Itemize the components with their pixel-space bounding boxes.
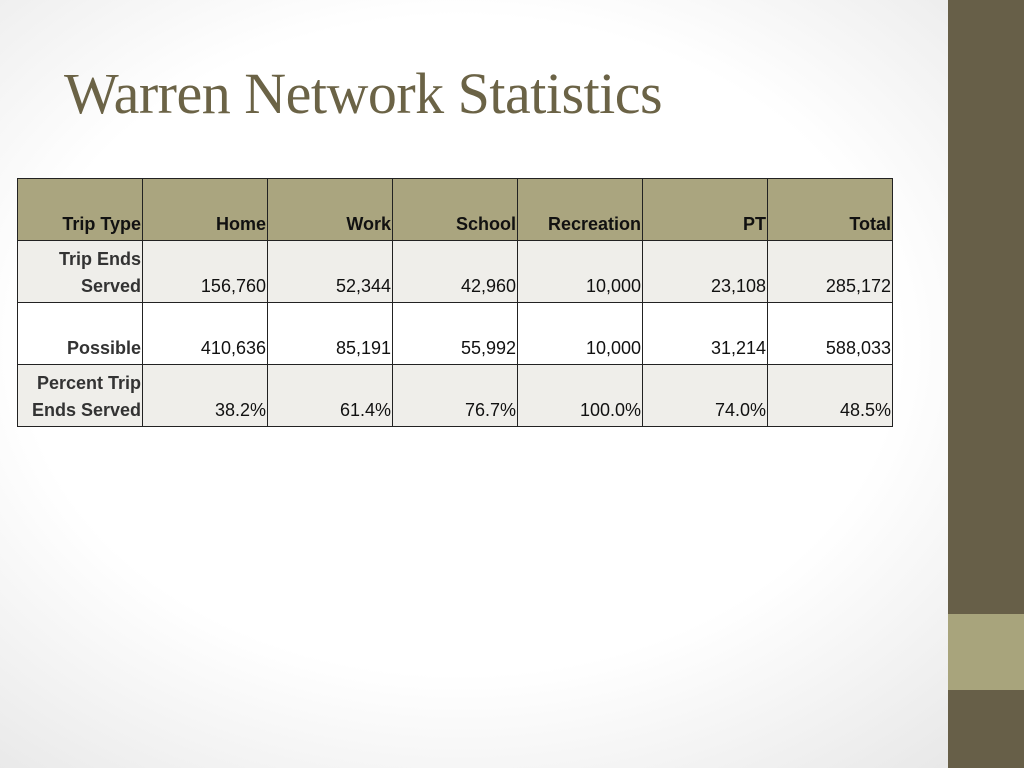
- side-accent: [948, 614, 1024, 690]
- table-cell: 23,108: [642, 240, 768, 303]
- table-cell: 410,636: [142, 302, 268, 365]
- header-cell: Recreation: [517, 178, 643, 241]
- table-row: Percent Trip Ends Served 38.2% 61.4% 76.7% 1…: [17, 364, 893, 427]
- header-row: Trip Type Home Work School Recreation PT Total: [17, 178, 893, 241]
- header-cell: Trip Type: [17, 178, 143, 241]
- header-cell: Total: [767, 178, 893, 241]
- table-cell: 61.4%: [267, 364, 393, 427]
- table-row: Trip Ends Served 156,760 52,344 42,960 10,00…: [17, 240, 893, 303]
- header-cell: School: [392, 178, 518, 241]
- table-cell: 74.0%: [642, 364, 768, 427]
- row-label: Trip Ends Served: [17, 240, 143, 303]
- table-cell: 52,344: [267, 240, 393, 303]
- row-label: Percent Trip Ends Served: [17, 364, 143, 427]
- row-label: Possible: [17, 302, 143, 365]
- table-cell: 10,000: [517, 240, 643, 303]
- header-cell: Home: [142, 178, 268, 241]
- table-cell: 76.7%: [392, 364, 518, 427]
- table-cell: 10,000: [517, 302, 643, 365]
- table-cell: 285,172: [767, 240, 893, 303]
- table-cell: 156,760: [142, 240, 268, 303]
- statistics-table: Trip Type Home Work School Recreation PT Total…: [17, 178, 893, 427]
- table-cell: 48.5%: [767, 364, 893, 427]
- table-row: Possible 410,636 85,191 55,992 10,000 31,214 5…: [17, 302, 893, 365]
- header-cell: Work: [267, 178, 393, 241]
- table-cell: 38.2%: [142, 364, 268, 427]
- slide-title: Warren Network Statistics: [64, 61, 663, 126]
- table-cell: 55,992: [392, 302, 518, 365]
- table-cell: 100.0%: [517, 364, 643, 427]
- table-cell: 85,191: [267, 302, 393, 365]
- table-cell: 31,214: [642, 302, 768, 365]
- table-cell: 42,960: [392, 240, 518, 303]
- table-cell: 588,033: [767, 302, 893, 365]
- header-cell: PT: [642, 178, 768, 241]
